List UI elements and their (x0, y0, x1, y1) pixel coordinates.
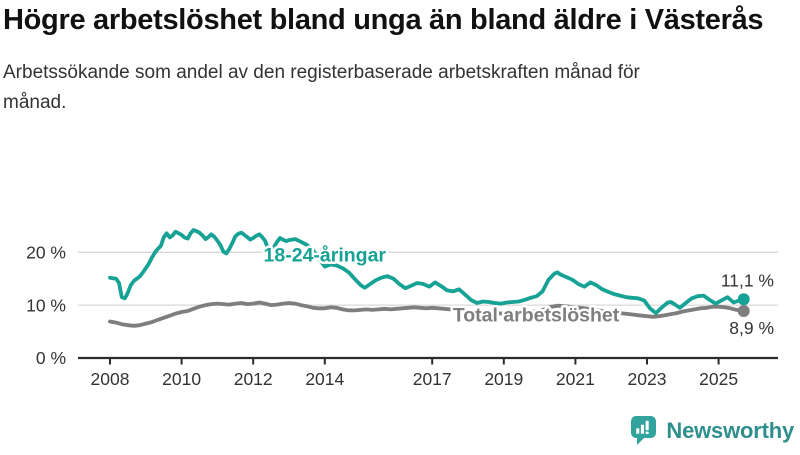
page-title: Högre arbetslöshet bland unga än bland ä… (3, 4, 764, 36)
x-axis-tick-label: 2017 (413, 369, 452, 389)
x-axis-tick-label: 2014 (305, 369, 344, 389)
x-axis-tick-label: 2012 (234, 369, 273, 389)
y-axis-tick-label: 0 % (36, 348, 66, 368)
series-label: 18-24-åringar (264, 243, 387, 266)
series-line (108, 300, 746, 328)
header: Högre arbetslöshet bland unga än bland ä… (3, 2, 795, 118)
x-axis-tick-label: 2010 (162, 369, 201, 389)
newsworthy-wordmark: Newsworthy (666, 417, 794, 443)
chart-subtitle: Arbetssökande som andel av den registerb… (3, 61, 640, 114)
series-end-dot (737, 293, 750, 306)
x-axis-tick-label: 2021 (556, 369, 595, 389)
series-label: Total arbetslöshet (453, 305, 620, 327)
series-end-value-label: 11,1 % (721, 270, 774, 290)
bar-chart-bubble-icon (631, 416, 657, 445)
x-axis-tick-label: 2025 (699, 369, 738, 389)
series-end-value-label: 8,9 % (729, 318, 774, 338)
y-axis-tick-label: 10 % (26, 295, 66, 315)
newsworthy-logo: Newsworthy (630, 415, 794, 446)
series-line (108, 228, 746, 316)
x-axis-tick-label: 2023 (628, 369, 667, 389)
y-axis-tick-label: 20 % (26, 243, 66, 263)
series-end-dot (737, 305, 750, 317)
x-axis-tick-label: 2008 (91, 369, 130, 389)
x-axis-tick-label: 2019 (484, 369, 523, 389)
